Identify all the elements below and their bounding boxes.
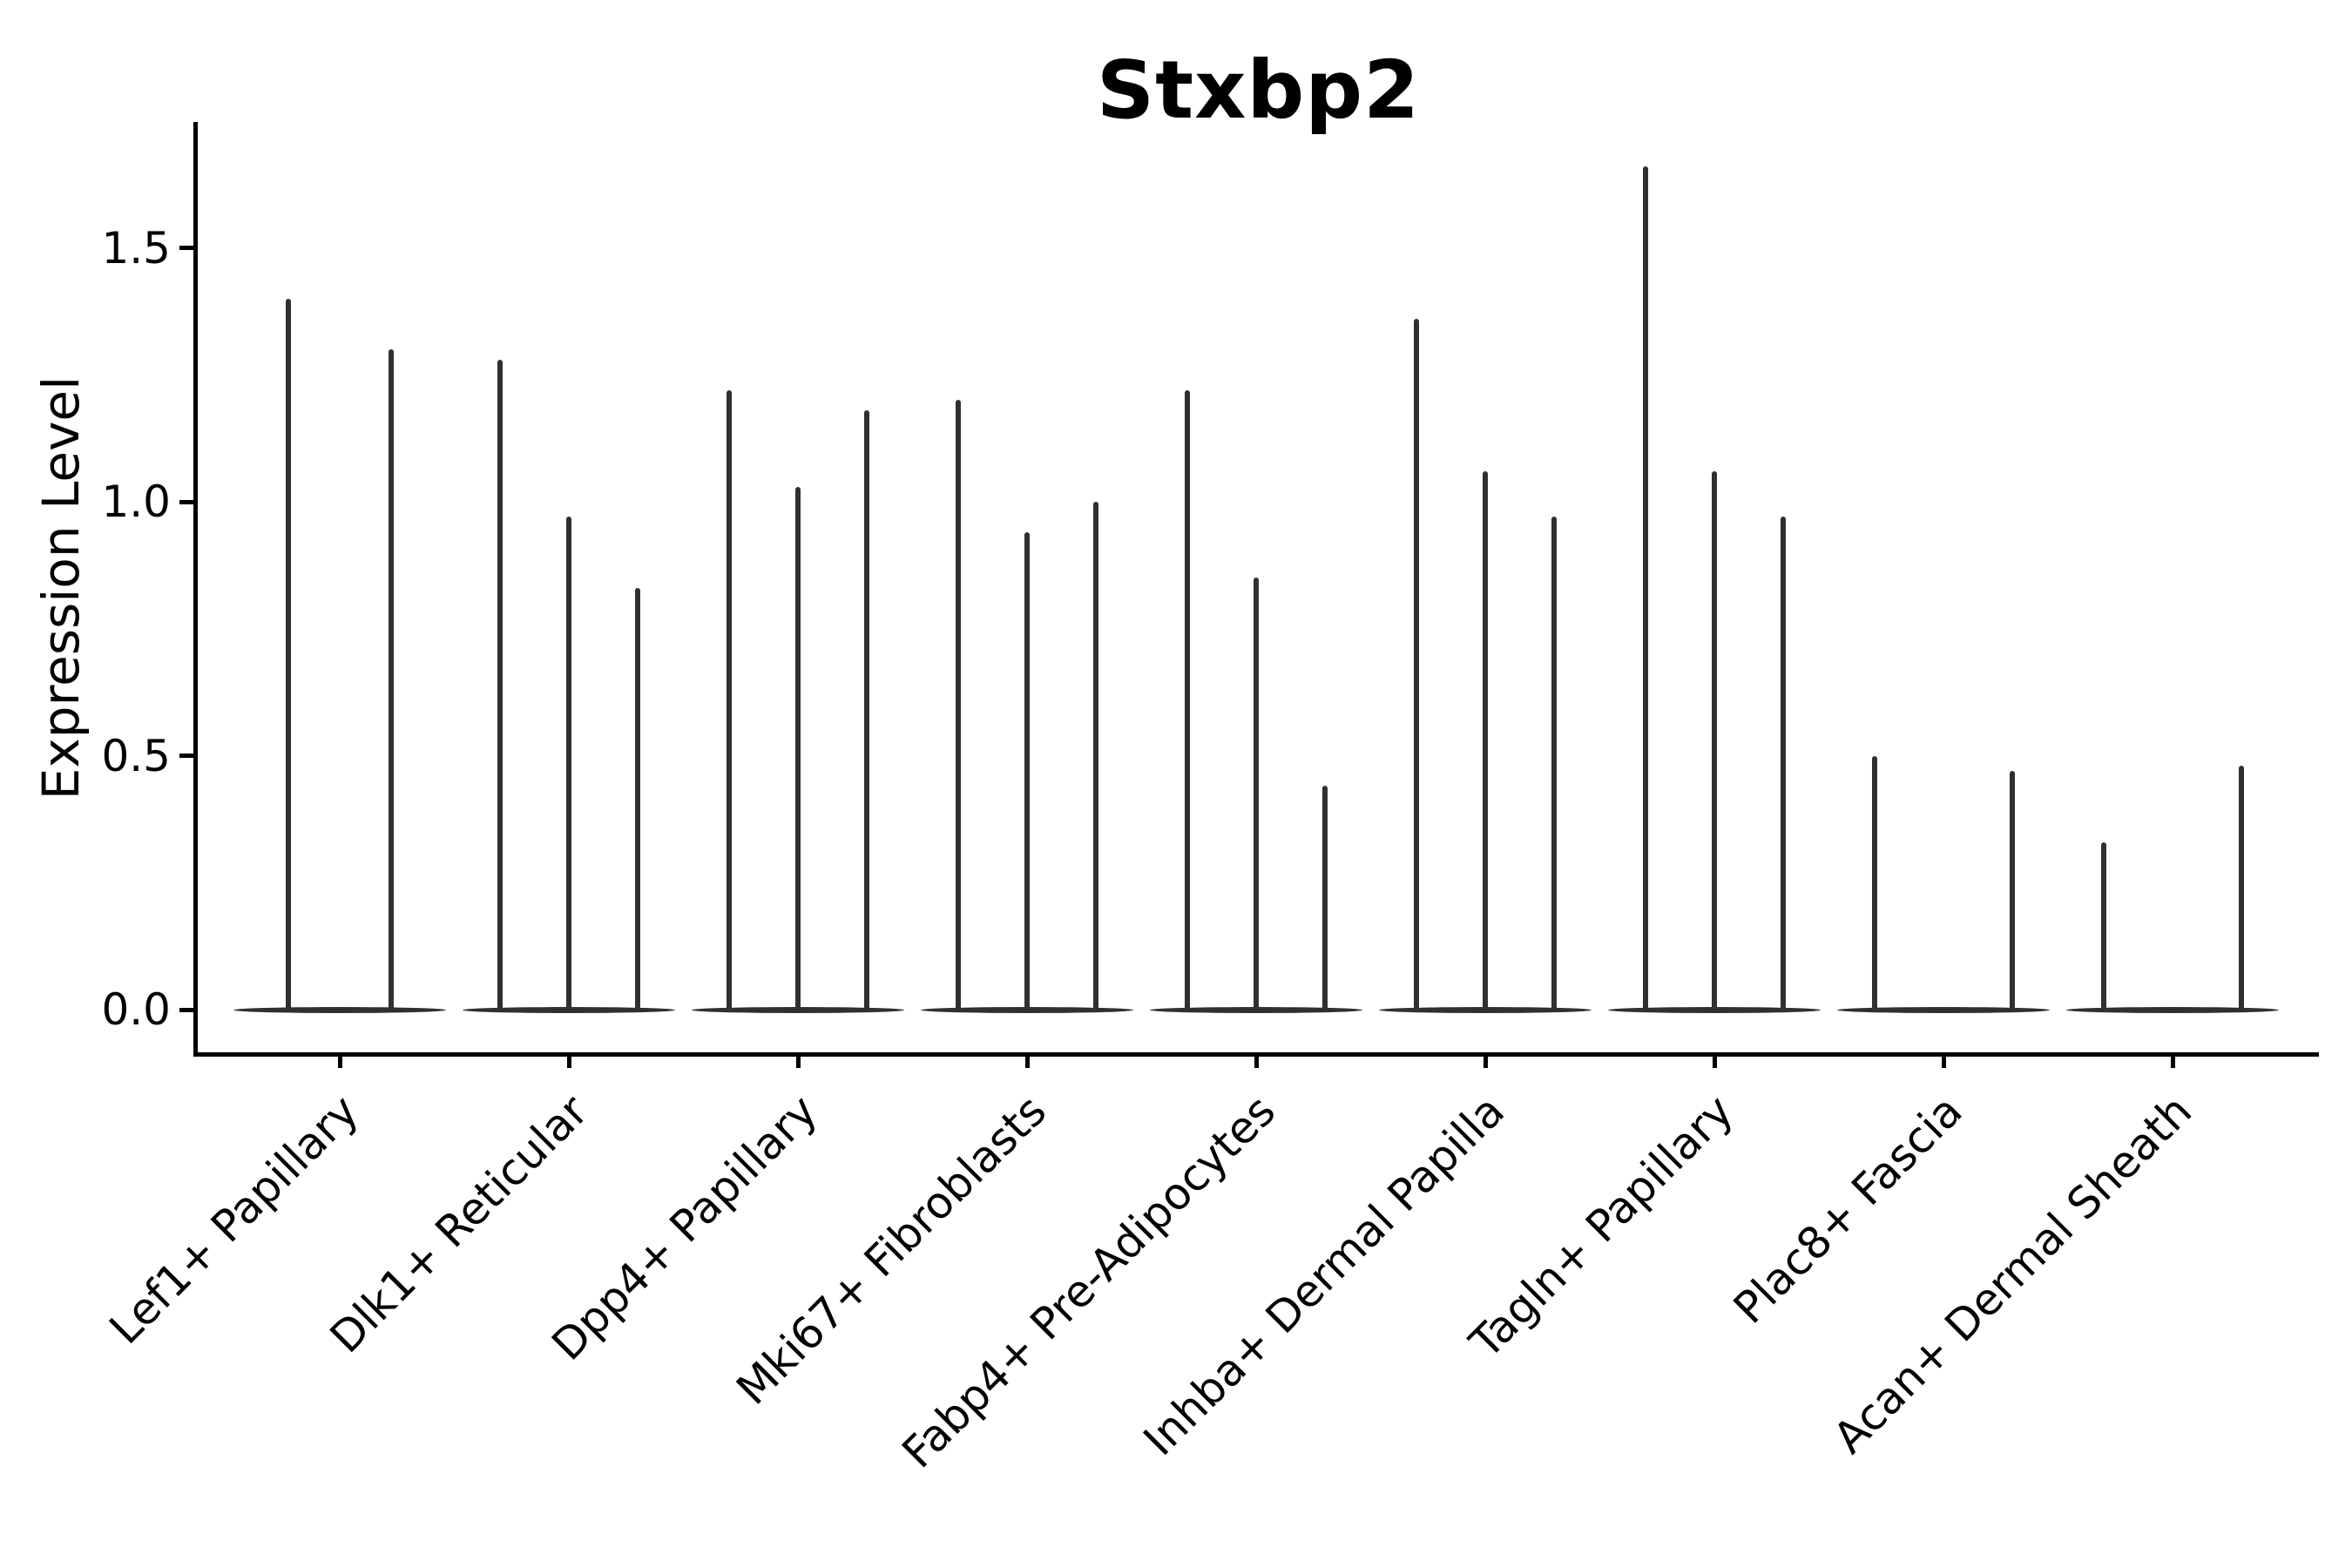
violin-spike	[566, 517, 571, 1011]
x-axis-spine	[193, 1052, 2319, 1057]
violin-spike	[1872, 755, 1878, 1011]
x-axis-tick	[337, 1057, 342, 1068]
violin-spike	[1414, 319, 1420, 1011]
violin-spike	[389, 349, 395, 1011]
y-axis-tick	[179, 246, 193, 250]
x-axis-label: Lef1+ Papillary	[99, 1085, 369, 1355]
x-axis-tick	[1254, 1057, 1259, 1068]
x-axis-tick	[795, 1057, 801, 1068]
violin-spike	[1712, 471, 1717, 1011]
x-axis-label: Plac8+ Fascia	[1724, 1085, 1973, 1334]
chart-title: Stxbp2	[1096, 44, 1421, 137]
violin-spike	[634, 588, 640, 1011]
violin-spike	[1483, 471, 1488, 1011]
violin-spike	[1551, 517, 1557, 1011]
violin-spike	[2101, 841, 2107, 1011]
x-axis-label: Fabp4+ Pre-Adipocytes	[892, 1085, 1286, 1478]
violin-base	[2066, 1006, 2279, 1013]
violin-spike	[956, 400, 962, 1011]
violin-spike	[2009, 770, 2015, 1011]
y-axis-tick-label: 0.0	[101, 984, 171, 1035]
y-axis-tick-label: 0.5	[101, 730, 171, 781]
x-axis-tick	[1712, 1057, 1717, 1068]
violin-spike	[2238, 766, 2244, 1011]
violin-spike	[863, 410, 869, 1011]
violin-spike	[1780, 517, 1786, 1011]
x-axis-tick	[1483, 1057, 1488, 1068]
violin-base	[1837, 1006, 2050, 1013]
violin-spike	[1321, 786, 1328, 1011]
x-axis-tick	[2170, 1057, 2175, 1068]
y-axis-spine	[193, 122, 198, 1057]
violin-spike	[1092, 502, 1098, 1011]
x-axis-tick	[1941, 1057, 1946, 1068]
violin-spike	[285, 298, 291, 1011]
y-axis-tick	[179, 754, 193, 758]
violin-base	[233, 1006, 446, 1013]
violin-spike	[727, 389, 733, 1011]
x-axis-tick	[1024, 1057, 1030, 1068]
violin-spike	[795, 486, 801, 1011]
violin-spike	[1185, 389, 1191, 1011]
violin-spike	[1024, 531, 1030, 1011]
x-axis-tick	[566, 1057, 571, 1068]
violin-spike	[1254, 578, 1259, 1011]
violin-spike	[1643, 166, 1649, 1011]
y-axis-tick	[179, 1007, 193, 1012]
y-axis-tick-label: 1.0	[101, 476, 171, 527]
y-axis-tick-label: 1.5	[101, 222, 171, 274]
y-axis-tick	[179, 499, 193, 504]
violin-spike	[497, 359, 504, 1011]
